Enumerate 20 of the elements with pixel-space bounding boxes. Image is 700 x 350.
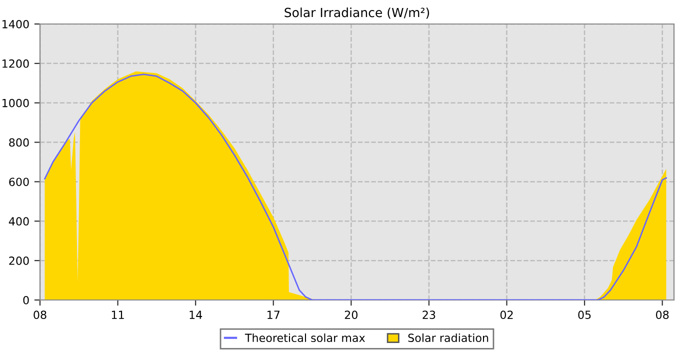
x-tick-label: 23 <box>422 310 436 320</box>
y-tick-label: 800 <box>9 138 29 147</box>
y-tick-label: 0 <box>23 296 29 304</box>
x-tick-label: 05 <box>578 310 591 320</box>
y-tick-label: 200 <box>9 256 29 265</box>
y-tick-label: 400 <box>8 217 29 226</box>
x-tick-label: 14 <box>190 310 202 319</box>
y-tick-label: 1400 <box>2 20 29 28</box>
x-tick-label: 17 <box>268 310 280 319</box>
x-tick-label: 02 <box>500 310 513 320</box>
y-tick-label: 1200 <box>2 59 29 68</box>
chart-title: Solar Irradiance (W/m²) <box>284 8 430 19</box>
x-tick-label: 08 <box>656 310 669 320</box>
y-tick-label: 1000 <box>2 98 29 108</box>
y-tick-label: 600 <box>9 178 29 186</box>
x-tick-label: 08 <box>34 310 46 320</box>
legend-label: Solar radiation <box>408 333 488 342</box>
x-tick-label: 20 <box>344 310 358 320</box>
legend-label: Theoretical solar max <box>244 333 365 342</box>
x-tick-label: 11 <box>112 310 124 319</box>
